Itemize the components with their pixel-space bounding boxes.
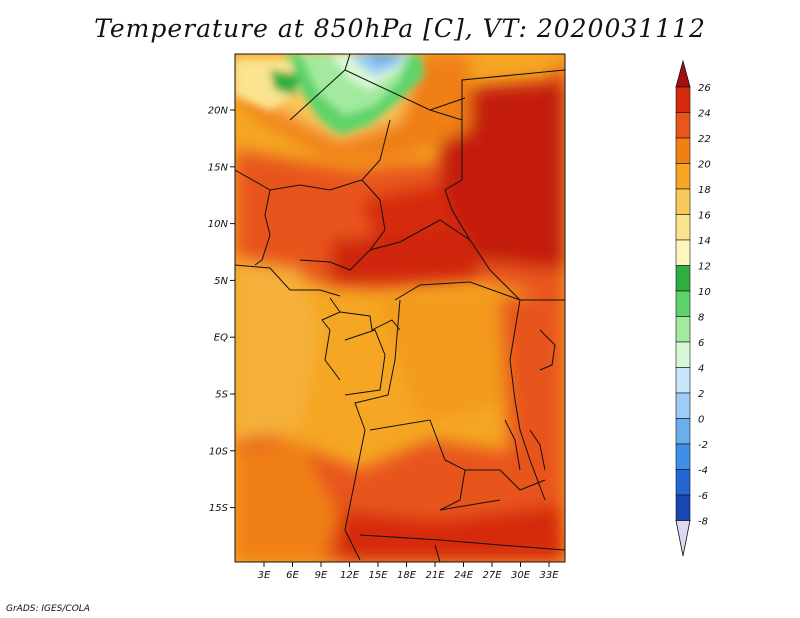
- colorbar-segment: [675, 59, 691, 88]
- longitude-label: 6E: [286, 570, 299, 581]
- latitude-label: EQ: [214, 333, 228, 344]
- colorbar-segment: [675, 137, 691, 164]
- longitude-label: 3E: [258, 570, 271, 581]
- colorbar-segment: [675, 112, 691, 139]
- colorbar-segment: [675, 443, 691, 470]
- colorbar-label: 10: [698, 287, 711, 298]
- longitude-label: 15E: [368, 570, 388, 581]
- latitude-label: 15N: [208, 162, 229, 173]
- colorbar-segment: [675, 316, 691, 343]
- colorbar-segment: [675, 367, 691, 394]
- longitude-label: 21E: [425, 570, 445, 581]
- longitude-label: 27E: [482, 570, 502, 581]
- colorbar-label: 2: [698, 389, 704, 400]
- longitude-label: 18E: [397, 570, 417, 581]
- longitude-label: 33E: [539, 570, 559, 581]
- longitude-label: 30E: [511, 570, 531, 581]
- colorbar-label: 24: [698, 109, 711, 120]
- colorbar-label: 8: [698, 313, 704, 324]
- longitude-label: 9E: [315, 570, 328, 581]
- temperature-field: [235, 54, 565, 562]
- colorbar-label: 26: [698, 83, 711, 94]
- colorbar-label: 4: [698, 364, 704, 375]
- longitude-axis: 3E 6E 9E 12E 15E 18E 21E 24E 27E 30E 33E: [258, 562, 559, 581]
- colorbar-segment: [675, 163, 691, 190]
- colorbar-segment: [675, 265, 691, 292]
- colorbar-segment: [675, 520, 691, 557]
- colorbar-segment: [675, 86, 691, 113]
- latitude-label: 5N: [214, 276, 228, 287]
- colorbar-segment: [675, 392, 691, 419]
- colorbar-segment: [675, 290, 691, 317]
- colorbar-label: -6: [698, 491, 708, 502]
- latitude-label: 5S: [215, 390, 228, 401]
- colorbar-label: -2: [698, 440, 708, 451]
- colorbar-segment: [675, 469, 691, 496]
- latitude-axis: 20N 15N 10N 5N EQ 5S 10S 15S: [208, 106, 235, 514]
- colorbar-segment: [675, 239, 691, 266]
- colorbar-label: 14: [698, 236, 711, 247]
- map-title: Temperature at 850hPa [C], VT: 202003111…: [94, 14, 706, 43]
- colorbar-label: 22: [698, 134, 711, 145]
- colorbar-label: 12: [698, 262, 711, 273]
- colorbar-label: 0: [698, 415, 704, 426]
- map-frame: [234, 53, 566, 563]
- colorbar-label: 20: [698, 160, 711, 171]
- credit-text: GrADS: IGES/COLA: [6, 604, 90, 614]
- colorbar-segment: [675, 214, 691, 241]
- country-borders: [235, 54, 565, 562]
- colorbar-label: 18: [698, 185, 711, 196]
- colorbar-label: -8: [698, 517, 708, 528]
- colorbar-segment: [675, 418, 691, 445]
- latitude-label: 20N: [208, 106, 229, 117]
- longitude-label: 12E: [340, 570, 360, 581]
- latitude-label: 10S: [209, 446, 229, 457]
- longitude-label: 24E: [454, 570, 474, 581]
- colorbar-label: 6: [698, 338, 704, 349]
- colorbar-segment: [675, 188, 691, 215]
- colorbar-label: 16: [698, 211, 711, 222]
- latitude-label: 15S: [209, 503, 229, 514]
- latitude-label: 10N: [208, 219, 229, 230]
- colorbar-segment: [675, 341, 691, 368]
- colorbar-segment: [675, 494, 691, 521]
- colorbar-label: -4: [698, 466, 708, 477]
